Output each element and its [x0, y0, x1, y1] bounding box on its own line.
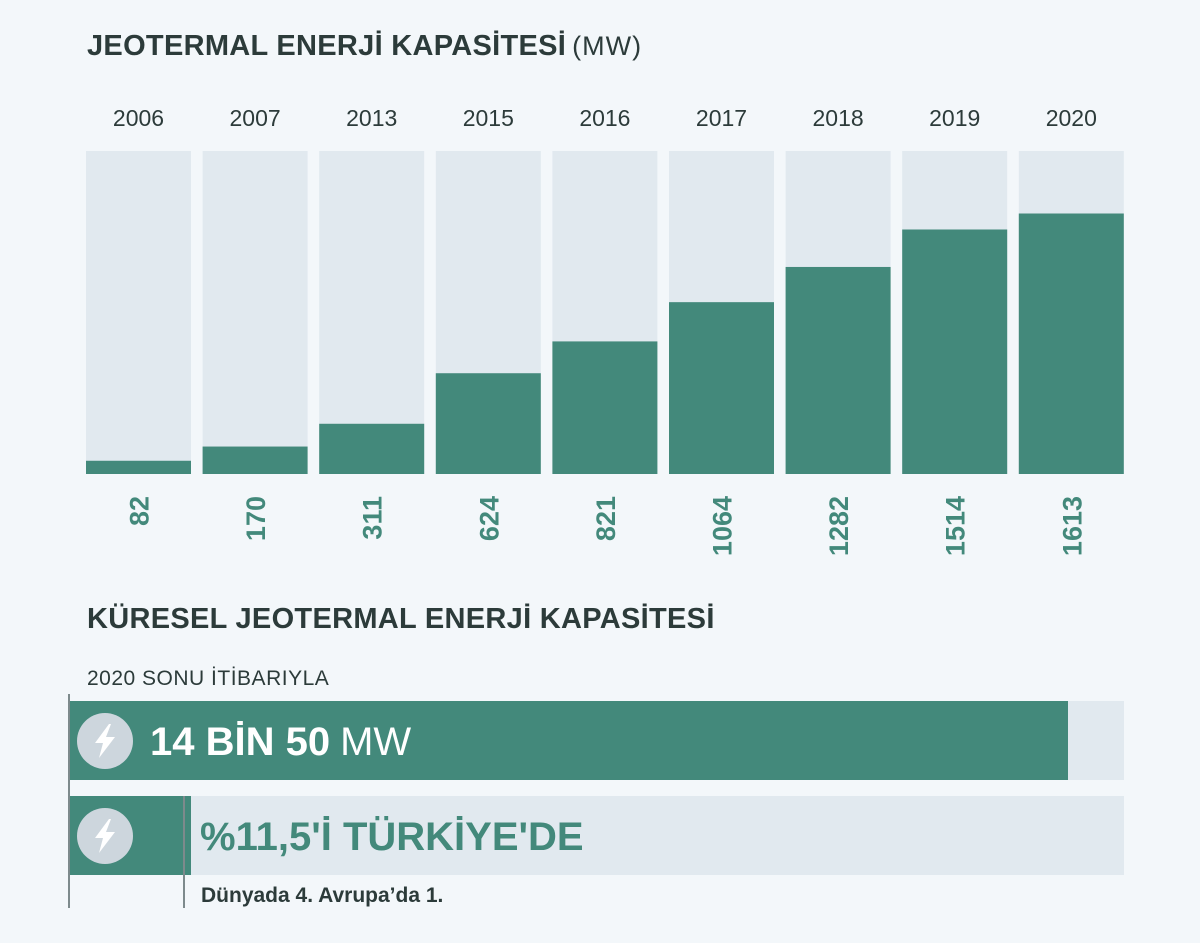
capacity-bar: [202, 446, 308, 474]
chart-title-text: JEOTERMAL ENERJİ KAPASİTESİ: [87, 30, 567, 62]
value-label: 170: [241, 496, 271, 541]
global-capacity-title: KÜRESEL JEOTERMAL ENERJİ KAPASİTESİ: [87, 603, 715, 635]
capacity-bar: [86, 460, 191, 474]
capacity-bar: [902, 229, 1008, 474]
share-icon-badge: [77, 808, 133, 864]
lightning-bolt-icon: [95, 724, 115, 758]
bar-track: [202, 151, 308, 474]
year-label: 2017: [696, 105, 747, 131]
share-track: [70, 796, 1124, 875]
year-label: 2020: [1046, 105, 1097, 131]
value-label: 82: [125, 496, 155, 526]
bar-track: [319, 151, 425, 474]
turkey-share-text: %11,5'İ TÜRKİYE'DE: [200, 815, 584, 859]
year-label: 2007: [230, 105, 281, 131]
total-capacity-unit: MW: [340, 720, 412, 764]
year-label: 2018: [813, 105, 864, 131]
value-label: 311: [358, 496, 388, 540]
total-capacity-value: 14 BİN 50 MW: [150, 720, 411, 765]
capacity-bar: [319, 423, 425, 474]
total-icon-badge: [77, 713, 133, 769]
chart-unit: (MW): [572, 31, 643, 61]
value-label: 624: [474, 496, 504, 541]
chart-title: JEOTERMAL ENERJİ KAPASİTESİ (MW): [87, 30, 642, 63]
value-label: 1282: [824, 496, 854, 556]
capacity-bar: [435, 373, 541, 474]
share-guide-line: [183, 796, 185, 908]
bar-track: [86, 151, 191, 474]
total-capacity-number: 14 BİN 50: [150, 720, 331, 764]
capacity-bar-chart: 2006 82 2007 170 2013 311 2015 624 2016 821 2017 10…: [86, 105, 1124, 556]
turkey-ranking-text: Dünyada 4. Avrupa’da 1.: [201, 884, 444, 907]
value-label: 1514: [941, 496, 971, 556]
value-label: 821: [591, 496, 621, 541]
year-label: 2013: [346, 105, 397, 131]
value-label: 1613: [1057, 496, 1087, 556]
value-label: 1064: [708, 496, 738, 556]
capacity-bar: [669, 302, 774, 474]
capacity-bar: [552, 341, 658, 474]
lightning-bolt-icon: [95, 819, 115, 853]
year-label: 2016: [579, 105, 630, 131]
year-label: 2006: [113, 105, 164, 131]
year-label: 2015: [463, 105, 514, 131]
year-label: 2019: [929, 105, 980, 131]
capacity-bar: [785, 266, 891, 474]
capacity-bar: [1018, 213, 1124, 475]
global-capacity-subtitle: 2020 SONU İTİBARIYLA: [87, 667, 330, 690]
left-guide-line: [68, 694, 70, 908]
total-capacity-bar: [70, 701, 1069, 780]
